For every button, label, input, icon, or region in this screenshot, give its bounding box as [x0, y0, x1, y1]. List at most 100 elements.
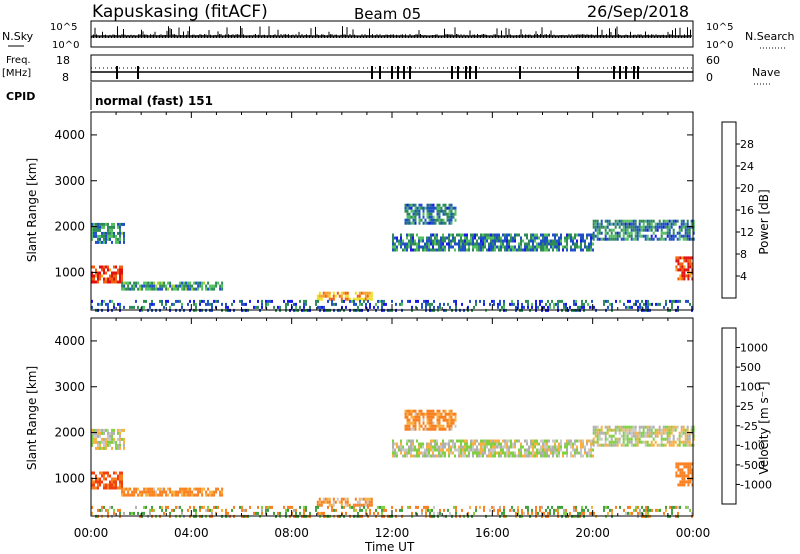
echo-cell: [503, 305, 505, 309]
echo-cell: [97, 302, 99, 306]
echo-cell: [592, 443, 595, 447]
echo-cell: [668, 431, 671, 435]
echo-cell: [377, 299, 379, 303]
echo-cell: [566, 242, 568, 246]
echo-cell: [430, 439, 432, 443]
echo-cell: [512, 248, 514, 252]
echo-cell: [646, 228, 649, 232]
echo-cell: [686, 237, 689, 241]
echo-cell: [364, 297, 367, 301]
echo-cell: [406, 448, 408, 452]
echo-cell: [568, 236, 570, 240]
echo-cell: [604, 431, 607, 435]
echo-cell: [569, 511, 571, 515]
echo-cell: [430, 409, 433, 413]
velocity-colorbar-frame: [721, 327, 737, 505]
echo-cell: [135, 505, 137, 509]
echo-cell: [207, 302, 209, 306]
echo-cell: [592, 222, 595, 226]
echo-cell: [418, 215, 421, 219]
echo-cell: [444, 212, 447, 216]
freq-tick-top: 18: [56, 54, 70, 67]
echo-cell: [568, 233, 570, 237]
echo-cell: [129, 511, 131, 515]
echo-cell: [267, 299, 269, 303]
echo-cell: [472, 454, 474, 458]
echo-cell: [103, 265, 105, 269]
echo-cell: [664, 222, 667, 226]
echo-cell: [119, 440, 121, 444]
echo-cell: [191, 493, 194, 497]
echo-cell: [366, 294, 369, 298]
echo-cell: [438, 206, 441, 210]
echo-cell: [438, 424, 441, 428]
echo-cell: [349, 505, 351, 509]
echo-cell: [151, 493, 154, 497]
echo-cell: [173, 490, 176, 494]
echo-cell: [510, 233, 512, 237]
echo-cell: [422, 442, 424, 446]
echo-cell: [143, 284, 146, 288]
echo-cell: [379, 299, 381, 303]
echo-cell: [502, 448, 504, 452]
echo-cell: [448, 245, 450, 249]
echo-cell: [137, 511, 139, 515]
echo-cell: [687, 474, 690, 478]
echo-cell: [637, 511, 639, 515]
echo-cell: [426, 415, 429, 419]
echo-cell: [121, 483, 123, 487]
echo-cell: [556, 451, 558, 455]
echo-cell: [544, 233, 546, 237]
echo-cell: [675, 471, 678, 475]
echo-cell: [455, 511, 457, 515]
echo-cell: [414, 239, 416, 243]
echo-cell: [620, 228, 623, 232]
echo-cell: [549, 305, 551, 309]
echo-cell: [103, 443, 105, 447]
echo-cell: [666, 231, 669, 235]
echo-cell: [115, 265, 117, 269]
echo-cell: [107, 440, 109, 444]
echo-cell: [165, 490, 168, 494]
echo-cell: [602, 431, 605, 435]
echo-cell: [589, 305, 591, 309]
echo-cell: [410, 421, 413, 425]
echo-cell: [364, 294, 367, 298]
echo-cell: [141, 305, 143, 309]
echo-cell: [596, 440, 599, 444]
echo-cell: [197, 287, 200, 291]
echo-cell: [546, 239, 548, 243]
echo-cell: [119, 225, 121, 229]
echo-cell: [295, 511, 297, 515]
echo-cell: [506, 242, 508, 246]
echo-cell: [630, 431, 633, 435]
echo-cell: [579, 305, 581, 309]
echo-cell: [672, 231, 675, 235]
echo-cell: [604, 225, 607, 229]
echo-cell: [358, 291, 361, 295]
echo-cell: [432, 454, 434, 458]
echo-cell: [436, 421, 439, 425]
echo-cell: [521, 508, 523, 512]
echo-cell: [594, 428, 597, 432]
echo-cell: [444, 245, 446, 249]
echo-cell: [650, 222, 653, 226]
echo-cell: [410, 233, 412, 237]
echo-cell: [674, 440, 677, 444]
echo-cell: [183, 490, 186, 494]
echo-cell: [455, 508, 457, 512]
echo-cell: [600, 428, 603, 432]
echo-cell: [494, 439, 496, 443]
echo-cell: [480, 248, 482, 252]
echo-cell: [117, 302, 119, 306]
echo-cell: [511, 508, 513, 512]
echo-cell: [197, 281, 200, 285]
echo-cell: [135, 299, 137, 303]
echo-cell: [472, 245, 474, 249]
echo-cell: [167, 299, 169, 303]
echo-cell: [103, 428, 105, 432]
echo-cell: [334, 500, 337, 504]
echo-cell: [408, 445, 410, 449]
echo-cell: [490, 245, 492, 249]
echo-cell: [410, 427, 413, 431]
